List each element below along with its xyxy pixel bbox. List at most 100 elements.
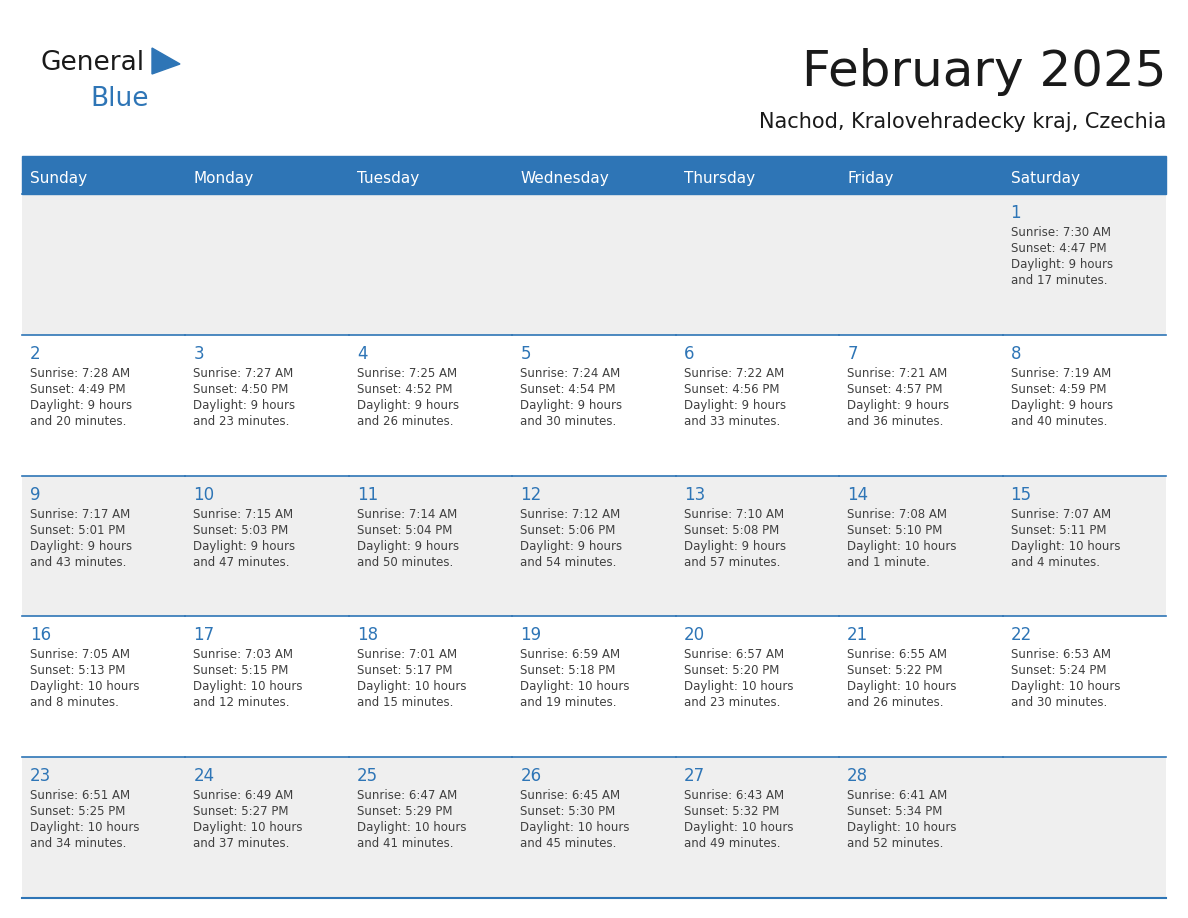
Text: Sunset: 4:59 PM: Sunset: 4:59 PM: [1011, 383, 1106, 396]
Polygon shape: [152, 48, 181, 74]
Text: Sunrise: 6:47 AM: Sunrise: 6:47 AM: [356, 789, 457, 802]
Text: Sunset: 5:25 PM: Sunset: 5:25 PM: [30, 805, 126, 818]
Bar: [839, 194, 1003, 335]
Text: Sunset: 5:32 PM: Sunset: 5:32 PM: [684, 805, 779, 818]
Text: 25: 25: [356, 767, 378, 785]
Text: Wednesday: Wednesday: [520, 171, 609, 185]
Text: Nachod, Kralovehradecky kraj, Czechia: Nachod, Kralovehradecky kraj, Czechia: [759, 112, 1165, 132]
Bar: [512, 335, 676, 476]
Text: Saturday: Saturday: [1011, 171, 1080, 185]
Bar: [512, 194, 676, 335]
Bar: [23, 476, 185, 616]
Text: Daylight: 10 hours
and 49 minutes.: Daylight: 10 hours and 49 minutes.: [684, 822, 794, 850]
Text: Sunday: Sunday: [30, 171, 87, 185]
Text: Sunset: 5:08 PM: Sunset: 5:08 PM: [684, 523, 779, 537]
Bar: [1003, 194, 1165, 335]
Text: General: General: [40, 50, 144, 76]
Text: 1: 1: [1011, 204, 1022, 222]
Bar: [839, 335, 1003, 476]
Text: Sunrise: 6:49 AM: Sunrise: 6:49 AM: [194, 789, 293, 802]
Text: Sunrise: 7:22 AM: Sunrise: 7:22 AM: [684, 367, 784, 380]
Text: Sunset: 5:27 PM: Sunset: 5:27 PM: [194, 805, 289, 818]
Bar: [512, 616, 676, 757]
Text: Daylight: 9 hours
and 17 minutes.: Daylight: 9 hours and 17 minutes.: [1011, 258, 1113, 287]
Text: Daylight: 10 hours
and 26 minutes.: Daylight: 10 hours and 26 minutes.: [847, 680, 956, 710]
Text: February 2025: February 2025: [802, 48, 1165, 96]
Text: Sunrise: 7:01 AM: Sunrise: 7:01 AM: [356, 648, 457, 661]
Bar: [349, 476, 512, 616]
Text: Daylight: 9 hours
and 23 minutes.: Daylight: 9 hours and 23 minutes.: [194, 398, 296, 428]
Text: Sunset: 4:54 PM: Sunset: 4:54 PM: [520, 383, 615, 396]
Text: 6: 6: [684, 345, 694, 363]
Text: Sunset: 5:04 PM: Sunset: 5:04 PM: [356, 523, 453, 537]
Text: 15: 15: [1011, 486, 1031, 504]
Bar: [23, 616, 185, 757]
Text: Sunset: 5:10 PM: Sunset: 5:10 PM: [847, 523, 942, 537]
Text: Daylight: 10 hours
and 12 minutes.: Daylight: 10 hours and 12 minutes.: [194, 680, 303, 710]
Text: 20: 20: [684, 626, 704, 644]
Text: 2: 2: [30, 345, 40, 363]
Bar: [23, 156, 1165, 160]
Text: Sunrise: 7:15 AM: Sunrise: 7:15 AM: [194, 508, 293, 521]
Text: Sunrise: 7:27 AM: Sunrise: 7:27 AM: [194, 367, 293, 380]
Bar: [676, 616, 839, 757]
Text: 5: 5: [520, 345, 531, 363]
Text: 22: 22: [1011, 626, 1032, 644]
Text: Friday: Friday: [847, 171, 893, 185]
Text: Daylight: 10 hours
and 37 minutes.: Daylight: 10 hours and 37 minutes.: [194, 822, 303, 850]
Text: 18: 18: [356, 626, 378, 644]
Bar: [185, 335, 349, 476]
Text: Sunrise: 6:57 AM: Sunrise: 6:57 AM: [684, 648, 784, 661]
Text: Sunset: 5:01 PM: Sunset: 5:01 PM: [30, 523, 126, 537]
Bar: [185, 757, 349, 898]
Text: Sunset: 5:03 PM: Sunset: 5:03 PM: [194, 523, 289, 537]
Text: 16: 16: [30, 626, 51, 644]
Text: 26: 26: [520, 767, 542, 785]
Text: Sunrise: 6:45 AM: Sunrise: 6:45 AM: [520, 789, 620, 802]
Text: 14: 14: [847, 486, 868, 504]
Text: Sunset: 5:24 PM: Sunset: 5:24 PM: [1011, 665, 1106, 677]
Text: Daylight: 9 hours
and 50 minutes.: Daylight: 9 hours and 50 minutes.: [356, 540, 459, 568]
Text: Daylight: 10 hours
and 23 minutes.: Daylight: 10 hours and 23 minutes.: [684, 680, 794, 710]
Text: Sunrise: 6:53 AM: Sunrise: 6:53 AM: [1011, 648, 1111, 661]
Text: Daylight: 9 hours
and 36 minutes.: Daylight: 9 hours and 36 minutes.: [847, 398, 949, 428]
Text: Sunrise: 7:08 AM: Sunrise: 7:08 AM: [847, 508, 947, 521]
Text: Sunset: 4:57 PM: Sunset: 4:57 PM: [847, 383, 942, 396]
Text: Sunrise: 7:21 AM: Sunrise: 7:21 AM: [847, 367, 947, 380]
Text: Daylight: 9 hours
and 20 minutes.: Daylight: 9 hours and 20 minutes.: [30, 398, 132, 428]
Bar: [349, 757, 512, 898]
Text: Sunrise: 7:03 AM: Sunrise: 7:03 AM: [194, 648, 293, 661]
Text: 10: 10: [194, 486, 215, 504]
Text: 12: 12: [520, 486, 542, 504]
Text: Sunrise: 6:43 AM: Sunrise: 6:43 AM: [684, 789, 784, 802]
Text: Sunrise: 7:24 AM: Sunrise: 7:24 AM: [520, 367, 620, 380]
Text: Sunset: 5:15 PM: Sunset: 5:15 PM: [194, 665, 289, 677]
Bar: [23, 194, 185, 335]
Text: 28: 28: [847, 767, 868, 785]
Text: Thursday: Thursday: [684, 171, 754, 185]
Text: Daylight: 9 hours
and 54 minutes.: Daylight: 9 hours and 54 minutes.: [520, 540, 623, 568]
Text: Sunrise: 7:25 AM: Sunrise: 7:25 AM: [356, 367, 457, 380]
Text: Daylight: 10 hours
and 34 minutes.: Daylight: 10 hours and 34 minutes.: [30, 822, 139, 850]
Text: Sunrise: 7:10 AM: Sunrise: 7:10 AM: [684, 508, 784, 521]
Bar: [349, 335, 512, 476]
Text: Daylight: 10 hours
and 8 minutes.: Daylight: 10 hours and 8 minutes.: [30, 680, 139, 710]
Text: Sunset: 5:11 PM: Sunset: 5:11 PM: [1011, 523, 1106, 537]
Bar: [676, 335, 839, 476]
Text: Sunrise: 6:41 AM: Sunrise: 6:41 AM: [847, 789, 947, 802]
Text: Sunset: 5:22 PM: Sunset: 5:22 PM: [847, 665, 942, 677]
Text: Daylight: 9 hours
and 30 minutes.: Daylight: 9 hours and 30 minutes.: [520, 398, 623, 428]
Text: Daylight: 10 hours
and 19 minutes.: Daylight: 10 hours and 19 minutes.: [520, 680, 630, 710]
Text: Sunset: 4:47 PM: Sunset: 4:47 PM: [1011, 242, 1106, 255]
Text: Sunrise: 6:55 AM: Sunrise: 6:55 AM: [847, 648, 947, 661]
Bar: [23, 335, 185, 476]
Text: 17: 17: [194, 626, 215, 644]
Text: Sunrise: 7:30 AM: Sunrise: 7:30 AM: [1011, 226, 1111, 239]
Text: 8: 8: [1011, 345, 1020, 363]
Text: Daylight: 10 hours
and 4 minutes.: Daylight: 10 hours and 4 minutes.: [1011, 540, 1120, 568]
Bar: [839, 616, 1003, 757]
Text: Daylight: 9 hours
and 47 minutes.: Daylight: 9 hours and 47 minutes.: [194, 540, 296, 568]
Text: Sunset: 4:49 PM: Sunset: 4:49 PM: [30, 383, 126, 396]
Text: 24: 24: [194, 767, 215, 785]
Text: 11: 11: [356, 486, 378, 504]
